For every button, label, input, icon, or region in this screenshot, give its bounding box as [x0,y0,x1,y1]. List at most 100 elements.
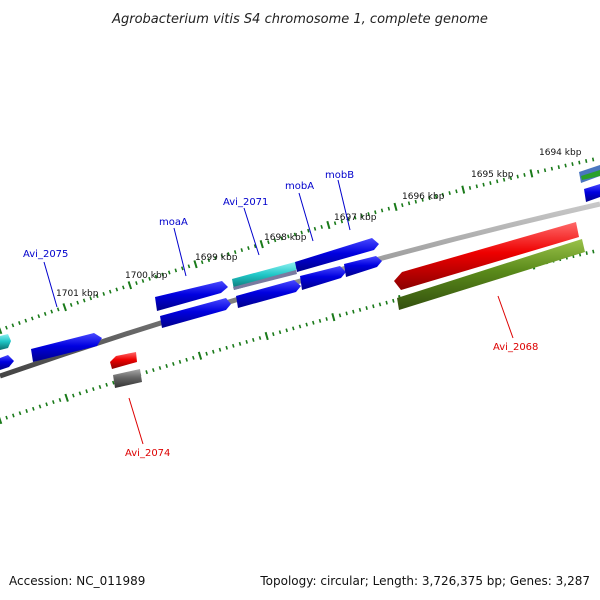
outer-ring-minor-tick [148,276,151,281]
outer-ring-minor-tick [50,309,54,314]
inner-ring-minor-tick [212,349,215,354]
inner-ring-minor-tick [392,298,395,303]
inner-ring-minor-tick [192,355,195,360]
feature-moaa-inner[interactable] [160,298,231,328]
inner-ring-minor-tick [18,411,22,416]
outer-ring-minor-tick [421,197,424,202]
inner-ring-minor-tick [312,320,315,325]
gene-label-moba[interactable]: mobA [285,181,314,192]
gene-label-avi-2075[interactable]: Avi_2075 [23,249,68,260]
outer-ring-minor-tick [585,159,588,163]
outer-ring-minor-tick [200,260,204,265]
inner-ring-minor-tick [252,337,255,342]
outer-ring-minor-tick [267,240,270,245]
outer-ring-minor-tick [187,264,191,269]
outer-ring-minor-tick [141,278,145,283]
inner-ring-minor-tick [345,311,348,316]
inner-ring-minor-tick [165,363,168,368]
leader-avi-2074 [128,397,144,445]
gene-label-moaa[interactable]: moaA [159,217,188,228]
outer-ring-minor-tick [167,270,171,275]
feature-mobb-inner-a[interactable] [300,266,346,290]
outer-ring-minor-tick [401,203,404,208]
outer-ring-minor-tick [307,228,310,233]
feature-top-right-green[interactable] [581,170,600,180]
outer-ring-major-tick [0,327,3,335]
inner-ring-minor-tick [278,330,282,335]
outer-ring-minor-tick [69,302,73,307]
leader-avi-2075 [43,261,58,308]
inner-ring-minor-tick [58,397,62,402]
outer-ring-minor-tick [509,176,513,181]
inner-ring-major-tick [0,416,3,425]
outer-ring-minor-tick [571,162,574,166]
inner-ring-minor-tick [358,307,362,312]
gene-label-avi-2068[interactable]: Avi_2068 [493,342,538,353]
inner-ring-minor-tick [85,389,88,394]
inner-ring-minor-tick [225,345,228,350]
inner-ring-minor-tick [258,336,262,340]
outer-ring-minor-tick [340,219,344,224]
inner-ring-minor-tick [325,317,328,321]
feature-top-right-blue[interactable] [584,184,600,202]
outer-ring-minor-tick [253,244,257,249]
inner-ring-minor-tick [105,382,108,387]
inner-ring-minor-tick [152,368,155,373]
outer-ring-minor-tick [333,221,337,226]
inner-ring-minor-tick [12,413,15,418]
outer-ring-minor-tick [207,258,211,263]
inner-ring-minor-tick [352,309,355,314]
tick-label-1698: 1698 kbp [264,233,307,243]
feature-left-edge-blue[interactable] [0,355,14,370]
feature-olive[interactable] [397,239,585,310]
feature-avi-2075[interactable] [31,333,102,362]
outer-ring-minor-tick [43,311,47,316]
gene-label-avi-2071[interactable]: Avi_2071 [223,197,268,208]
outer-ring-minor-tick [89,296,93,301]
outer-ring-minor-tick [320,224,323,229]
gene-label-mobb[interactable]: mobB [325,170,354,181]
outer-ring-minor-tick [18,321,21,325]
outer-ring-minor-tick [154,274,158,279]
outer-ring-minor-tick [214,256,217,261]
inner-ring-minor-tick [292,326,295,331]
outer-ring-minor-tick [287,234,290,239]
feature-mobb-inner-b[interactable] [344,256,382,277]
inner-ring-minor-tick [305,322,308,327]
inner-tick-ring [0,249,595,425]
tick-label-1699: 1699 kbp [195,253,238,263]
inner-ring-minor-tick [78,391,82,396]
inner-ring-minor-tick [158,366,162,370]
outer-ring-minor-tick [82,298,86,303]
tick-label-1696: 1696 kbp [402,192,445,202]
reverse-strand-features [110,222,585,388]
outer-ring-major-tick [326,220,331,230]
outer-ring-minor-tick [468,186,472,190]
inner-ring-minor-tick [592,249,595,254]
outer-ring-minor-tick [5,325,8,330]
feature-cyan-left-edge[interactable] [0,334,11,350]
outer-ring-minor-tick [76,300,80,305]
feature-moaa-outer[interactable] [155,281,228,311]
outer-ring-minor-tick [380,208,384,213]
leader-moba [298,192,314,242]
outer-ring-minor-tick [360,213,364,218]
leader-avi-2071 [243,207,260,256]
outer-ring-minor-tick [135,281,138,286]
feature-avi-2074-grey[interactable] [113,369,142,388]
tick-label-1697: 1697 kbp [334,213,377,223]
feature-avi-2074-red[interactable] [110,352,137,369]
outer-ring-minor-tick [543,168,547,173]
outer-ring-minor-tick [37,314,41,319]
gene-label-avi-2074[interactable]: Avi_2074 [125,448,170,459]
feature-moba-outer[interactable] [295,238,379,272]
outer-ring-minor-tick [273,238,277,243]
leader-moaa [173,227,187,277]
inner-ring-minor-tick [5,415,8,420]
outer-ring-minor-tick [227,252,230,257]
outer-ring-minor-tick [455,189,458,194]
outer-ring-minor-tick [475,184,478,189]
feature-avi-2068[interactable] [394,222,579,290]
feature-mid-inner[interactable] [236,280,301,308]
